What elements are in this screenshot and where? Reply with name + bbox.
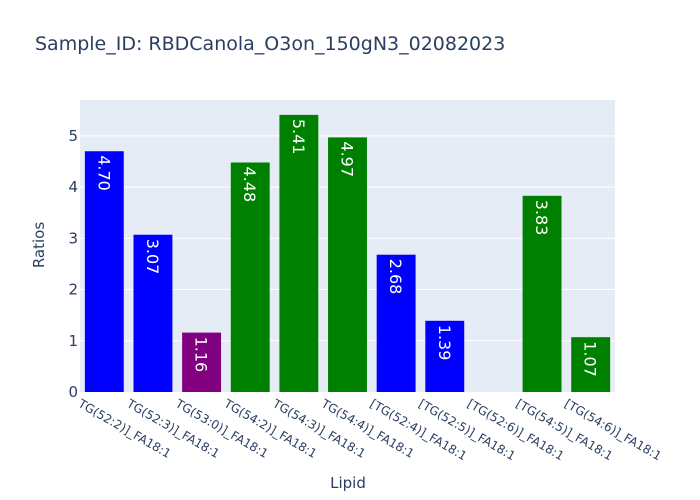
bar xyxy=(522,195,562,392)
bar-value-label: 4.70 xyxy=(94,155,113,191)
bar-value-label: 1.16 xyxy=(192,337,211,373)
y-tick-label: 1 xyxy=(68,332,78,350)
y-tick-label: 4 xyxy=(68,178,78,196)
bar-value-label: 4.97 xyxy=(338,141,357,177)
y-axis-title: Ratios xyxy=(30,222,48,269)
bar-value-label: 1.07 xyxy=(581,341,600,377)
x-tick-label: TG(52:2)]_FA18:1 xyxy=(75,396,173,461)
bar-value-label: 5.41 xyxy=(289,119,308,155)
y-tick-label: 2 xyxy=(68,281,78,299)
bar xyxy=(133,234,173,392)
bar-value-label: 4.48 xyxy=(240,166,259,202)
x-axis-ticks: TG(52:2)]_FA18:1TG(52:3)]_FA18:1TG(53:0)… xyxy=(75,396,664,463)
bars: 4.70 3.07 1.16 4.48 5.41 4.97 2.68 1.39 3.83 1.07 xyxy=(84,114,611,392)
bar xyxy=(279,114,319,392)
bar xyxy=(84,151,124,392)
bar xyxy=(376,254,416,392)
bar xyxy=(182,332,222,392)
y-axis-ticks: 0 1 2 3 4 5 xyxy=(68,127,78,401)
bar xyxy=(328,137,367,392)
bar-value-label: 3.07 xyxy=(143,239,162,275)
bar xyxy=(571,337,611,392)
bar-value-label: 2.68 xyxy=(386,259,405,295)
y-tick-label: 5 xyxy=(68,127,78,145)
y-tick-label: 0 xyxy=(68,383,78,401)
x-axis-title: Lipid xyxy=(330,474,366,492)
bar xyxy=(230,162,270,392)
y-tick-label: 3 xyxy=(68,229,78,247)
bar xyxy=(425,320,465,392)
bar-value-label: 3.83 xyxy=(532,200,551,236)
bar-value-label: 1.39 xyxy=(435,325,454,361)
chart-title: Sample_ID: RBDCanola_O3on_150gN3_0208202… xyxy=(35,33,505,55)
